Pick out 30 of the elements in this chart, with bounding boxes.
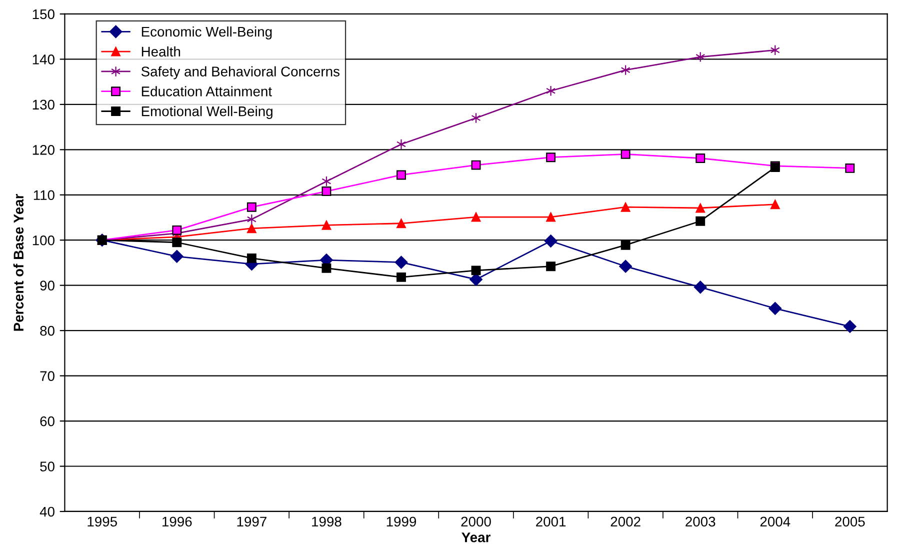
x-tick-label: 1997 [237, 516, 266, 527]
y-tick-label: 140 [32, 54, 54, 64]
legend-label: Health [142, 46, 180, 57]
y-tick-label: 80 [40, 326, 54, 336]
y-tick-label: 150 [32, 9, 54, 20]
x-tick-label: 2002 [610, 516, 640, 527]
y-tick-label: 60 [40, 416, 54, 426]
y-tick-label: 70 [40, 371, 54, 381]
x-tick-label: 1995 [88, 516, 117, 527]
x-tick-label: 2001 [536, 516, 566, 527]
y-tick-label: 100 [32, 235, 54, 246]
y-tick-label: 40 [40, 506, 54, 517]
x-tick-label: 1998 [312, 516, 342, 527]
y-axis-title: Percent of Base Year [13, 194, 24, 331]
legend-label: Emotional Well-Being [142, 106, 272, 119]
y-tick-label: 90 [40, 280, 54, 291]
y-tick-label: 130 [32, 100, 54, 110]
y-tick-label: 50 [40, 462, 54, 472]
x-axis-title: Year [462, 532, 490, 542]
x-tick-label: 2004 [760, 516, 790, 527]
legend-label: Education Attainment [142, 86, 272, 96]
legend-label: Safety and Behavioral Concerns [141, 66, 340, 80]
y-tick-label: 120 [32, 144, 54, 155]
x-tick-label: 2000 [461, 516, 491, 527]
x-tick-label: 1996 [162, 516, 192, 527]
legend-label: Economic Well-Being [142, 26, 272, 40]
y-tick-label: 110 [34, 190, 54, 200]
x-tick-label: 1999 [386, 516, 416, 527]
x-tick-label: 2003 [686, 516, 716, 527]
x-tick-label: 2005 [835, 516, 865, 527]
